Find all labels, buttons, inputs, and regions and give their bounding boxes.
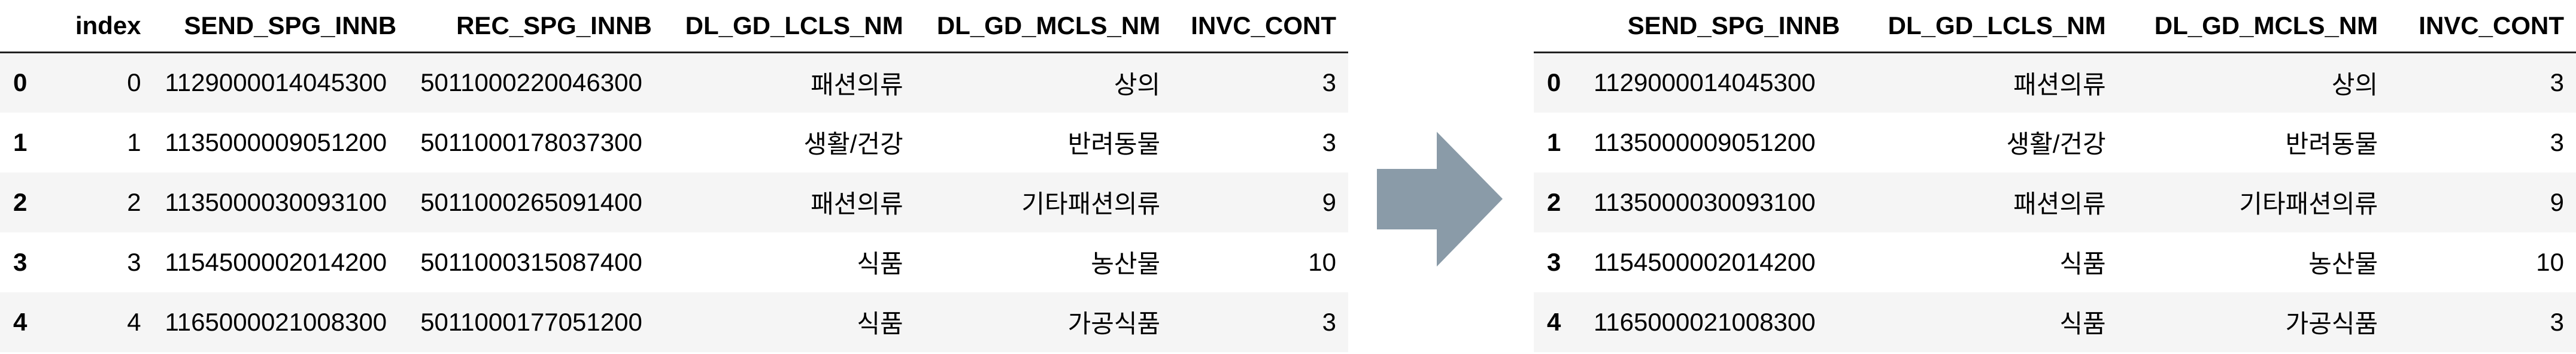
cell-invc-cont: 3 bbox=[1322, 307, 1336, 336]
cell-dl-gd-lcls-nm: 식품 bbox=[2059, 310, 2106, 338]
row-index-label: 4 bbox=[13, 307, 28, 336]
table-row: 4 1165000021008300 식품 가공식품 3 bbox=[1534, 292, 2576, 352]
cell-dl-gd-lcls-nm: 식품 bbox=[857, 250, 903, 278]
cell-dl-gd-mcls-nm: 농산물 bbox=[2308, 250, 2378, 278]
cell-rec-spg-innb: 5011000220046300 bbox=[420, 68, 642, 97]
cell-send-spg-innb: 1135000030093100 bbox=[1594, 187, 1816, 216]
cell-index: 2 bbox=[127, 187, 141, 216]
header-dl-gd-lcls-nm: DL_GD_LCLS_NM bbox=[1852, 0, 2118, 53]
header-row: SEND_SPG_INNB DL_GD_LCLS_NM DL_GD_MCLS_N… bbox=[1534, 0, 2576, 53]
cell-invc-cont: 3 bbox=[2550, 307, 2564, 336]
cell-dl-gd-mcls-nm: 기타패션의류 bbox=[2239, 190, 2378, 218]
table-row: 1 1 1135000009051200 5011000178037300 생활… bbox=[0, 113, 1348, 173]
table-row: 1 1135000009051200 생활/건강 반려동물 3 bbox=[1534, 113, 2576, 173]
cell-dl-gd-mcls-nm: 가공식품 bbox=[1067, 310, 1161, 338]
cell-send-spg-innb: 1154500002014200 bbox=[1594, 247, 1816, 276]
left-dataframe: index SEND_SPG_INNB REC_SPG_INNB DL_GD_L… bbox=[0, 0, 1348, 352]
cell-dl-gd-mcls-nm: 상의 bbox=[1113, 70, 1161, 99]
header-send-spg-innb: SEND_SPG_INNB bbox=[1582, 0, 1852, 53]
header-send-spg-innb: SEND_SPG_INNB bbox=[153, 0, 409, 53]
header-dl-gd-lcls-nm: DL_GD_LCLS_NM bbox=[663, 0, 915, 53]
cell-invc-cont: 3 bbox=[1322, 128, 1336, 156]
row-index-label: 0 bbox=[13, 68, 28, 97]
header-dl-gd-mcls-nm: DL_GD_MCLS_NM bbox=[915, 0, 1173, 53]
cell-invc-cont: 9 bbox=[2550, 187, 2564, 216]
cell-dl-gd-lcls-nm: 패션의류 bbox=[2013, 190, 2106, 218]
row-index-label: 4 bbox=[1547, 307, 1561, 336]
cell-send-spg-innb: 1135000009051200 bbox=[165, 128, 387, 156]
cell-invc-cont: 3 bbox=[2550, 128, 2564, 156]
cell-send-spg-innb: 1154500002014200 bbox=[165, 247, 387, 276]
cell-rec-spg-innb: 5011000265091400 bbox=[420, 187, 642, 216]
right-arrow-icon bbox=[1377, 132, 1503, 267]
cell-invc-cont: 3 bbox=[1322, 68, 1336, 97]
cell-send-spg-innb: 1165000021008300 bbox=[1594, 307, 1816, 336]
header-blank bbox=[1534, 0, 1582, 53]
cell-dl-gd-lcls-nm: 패션의류 bbox=[811, 190, 903, 218]
cell-dl-gd-mcls-nm: 기타패션의류 bbox=[1021, 190, 1161, 218]
header-dl-gd-mcls-nm: DL_GD_MCLS_NM bbox=[2117, 0, 2390, 53]
cell-invc-cont: 10 bbox=[1308, 247, 1336, 276]
row-index-label: 1 bbox=[13, 128, 28, 156]
header-blank bbox=[0, 0, 60, 53]
cell-dl-gd-mcls-nm: 반려동물 bbox=[2285, 130, 2378, 158]
cell-dl-gd-lcls-nm: 생활/건강 bbox=[2006, 130, 2106, 158]
header-rec-spg-innb: REC_SPG_INNB bbox=[408, 0, 664, 53]
cell-invc-cont: 10 bbox=[2536, 247, 2564, 276]
cell-index: 3 bbox=[127, 247, 141, 276]
cell-index: 4 bbox=[127, 307, 141, 336]
cell-dl-gd-mcls-nm: 농산물 bbox=[1091, 250, 1161, 278]
cell-dl-gd-mcls-nm: 가공식품 bbox=[2285, 310, 2378, 338]
header-index: index bbox=[60, 0, 153, 53]
cell-send-spg-innb: 1135000009051200 bbox=[1594, 128, 1816, 156]
header-invc-cont: INVC_CONT bbox=[1172, 0, 1348, 53]
table-row: 0 1129000014045300 패션의류 상의 3 bbox=[1534, 52, 2576, 113]
cell-send-spg-innb: 1165000021008300 bbox=[165, 307, 387, 336]
cell-dl-gd-lcls-nm: 식품 bbox=[2059, 250, 2106, 278]
row-index-label: 0 bbox=[1547, 68, 1561, 97]
cell-dl-gd-mcls-nm: 반려동물 bbox=[1067, 130, 1161, 158]
cell-dl-gd-lcls-nm: 식품 bbox=[857, 310, 903, 338]
cell-send-spg-innb: 1129000014045300 bbox=[1594, 68, 1816, 97]
cell-invc-cont: 3 bbox=[2550, 68, 2564, 97]
header-row: index SEND_SPG_INNB REC_SPG_INNB DL_GD_L… bbox=[0, 0, 1348, 53]
cell-rec-spg-innb: 5011000315087400 bbox=[420, 247, 642, 276]
cell-rec-spg-innb: 5011000178037300 bbox=[420, 128, 642, 156]
cell-send-spg-innb: 1135000030093100 bbox=[165, 187, 387, 216]
cell-dl-gd-lcls-nm: 패션의류 bbox=[811, 70, 903, 99]
table-row: 0 0 1129000014045300 5011000220046300 패션… bbox=[0, 52, 1348, 113]
row-index-label: 3 bbox=[13, 247, 28, 276]
row-index-label: 3 bbox=[1547, 247, 1561, 276]
table-row: 3 1154500002014200 식품 농산물 10 bbox=[1534, 232, 2576, 292]
cell-dl-gd-lcls-nm: 생활/건강 bbox=[803, 130, 903, 158]
cell-index: 0 bbox=[127, 68, 141, 97]
cell-dl-gd-mcls-nm: 상의 bbox=[2331, 70, 2378, 99]
right-dataframe: SEND_SPG_INNB DL_GD_LCLS_NM DL_GD_MCLS_N… bbox=[1534, 0, 2576, 352]
header-invc-cont: INVC_CONT bbox=[2390, 0, 2576, 53]
cell-dl-gd-lcls-nm: 패션의류 bbox=[2013, 70, 2106, 99]
table-row: 3 3 1154500002014200 5011000315087400 식품… bbox=[0, 232, 1348, 292]
cell-send-spg-innb: 1129000014045300 bbox=[165, 68, 387, 97]
cell-index: 1 bbox=[127, 128, 141, 156]
table-row: 2 2 1135000030093100 5011000265091400 패션… bbox=[0, 172, 1348, 232]
row-index-label: 2 bbox=[1547, 187, 1561, 216]
table-row: 4 4 1165000021008300 5011000177051200 식품… bbox=[0, 292, 1348, 352]
table-row: 2 1135000030093100 패션의류 기타패션의류 9 bbox=[1534, 172, 2576, 232]
row-index-label: 2 bbox=[13, 187, 28, 216]
row-index-label: 1 bbox=[1547, 128, 1561, 156]
cell-invc-cont: 9 bbox=[1322, 187, 1336, 216]
cell-rec-spg-innb: 5011000177051200 bbox=[420, 307, 642, 336]
